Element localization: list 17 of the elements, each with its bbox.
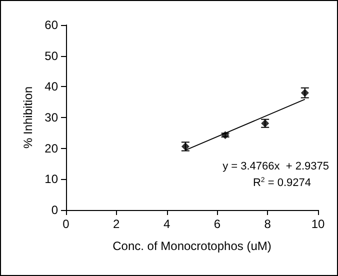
x-tick-label: 0 (62, 217, 70, 231)
y-tick-label: 20 (44, 141, 58, 156)
y-tick-label: 40 (44, 80, 58, 94)
y-tick-label: 10 (44, 172, 58, 186)
x-tick-label: 6 (214, 217, 221, 231)
x-tick-label: 8 (264, 217, 272, 231)
annotation: y = 3.4766x + 2.9375 (222, 160, 330, 172)
y-tick-label: 50 (44, 48, 58, 63)
y-axis-title: % Inhibition (20, 86, 35, 149)
x-axis-title: Conc. of Monocrotophos (uM) (112, 239, 272, 253)
y-tick-label: 60 (44, 18, 58, 32)
y-tick-label: 30 (44, 110, 58, 124)
y-tick-label: 0 (51, 203, 58, 217)
x-tick-label: 4 (163, 217, 170, 231)
x-tick-label: 2 (113, 217, 120, 231)
x-tick-label: 10 (311, 217, 325, 231)
point (221, 131, 230, 140)
